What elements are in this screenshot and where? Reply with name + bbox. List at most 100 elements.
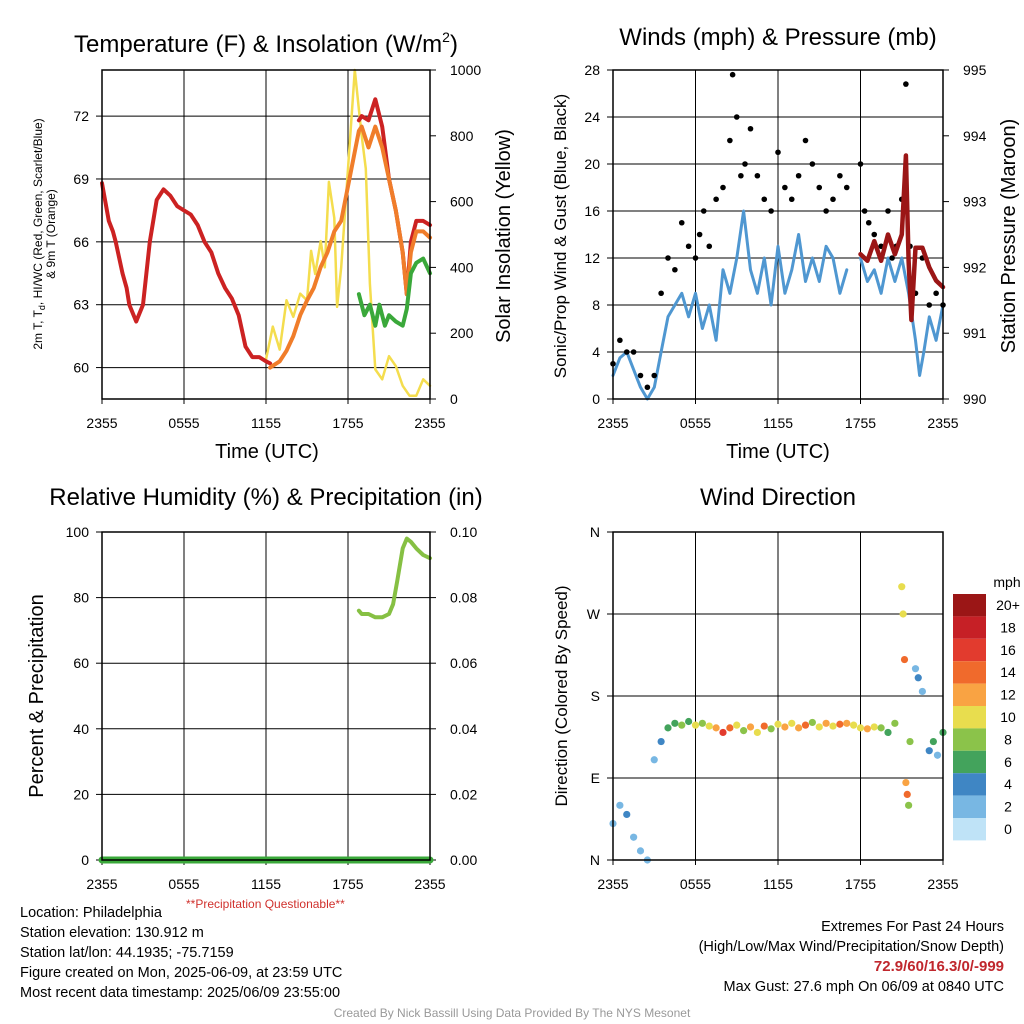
legend-swatch-2 [953, 638, 986, 662]
temperature-9m-line-0 [268, 124, 432, 370]
legend-swatch-1 [953, 616, 986, 639]
gust-points-point-31 [802, 137, 809, 144]
humidity-y-tick-label-1: 20 [73, 786, 89, 802]
humidity-y2-tick-label-4: 0.08 [450, 590, 477, 606]
direction-point-8 [664, 724, 672, 732]
gust-points-point-18 [727, 137, 733, 144]
temperature-x-tick-label-2: 1155 [251, 415, 281, 431]
winds-chart-title: Winds (mph) & Pressure (mb) [619, 24, 936, 51]
direction-point-11 [685, 717, 693, 726]
winds-y2-tick-label-1: 991 [963, 325, 987, 341]
direction-x-tick-label-4: 2355 [927, 876, 958, 892]
temperature-insolation-chart: Temperature (F) & Insolation (W/m2) 2355… [31, 29, 515, 463]
gust-points-point-21 [738, 172, 744, 179]
direction-point-28 [801, 721, 810, 729]
max-gust: Max Gust: 27.6 mph On 06/09 at 0840 UTC [723, 979, 1004, 995]
direction-point-19 [740, 727, 748, 735]
temperature-y2-tick-label-3: 600 [450, 194, 474, 210]
humidity-precipitation-chart: Relative Humidity (%) & Precipitation (i… [26, 484, 483, 892]
winds-y2-tick-label-0: 990 [963, 391, 987, 407]
direction-point-1 [616, 801, 624, 809]
gust-points-point-17 [720, 184, 726, 191]
winds-x-tick-label-4: 2355 [927, 415, 958, 431]
gust-points-point-44 [889, 255, 895, 261]
gust-points-point-34 [823, 208, 829, 214]
direction-point-53 [929, 737, 937, 746]
temperature-y-tick-label-4: 72 [73, 108, 89, 124]
wind-speed-line-0 [611, 209, 849, 401]
legend-label-10: 0 [1004, 821, 1012, 837]
direction-point-9 [671, 719, 679, 727]
legend-title: mph [993, 574, 1020, 590]
gust-points-point-4 [637, 372, 644, 379]
direction-point-10 [678, 721, 686, 729]
wind-speed-line-1 [859, 256, 945, 377]
direction-point-47 [905, 801, 913, 809]
extremes-info: Extremes For Past 24 Hours (High/Low/Max… [699, 917, 1004, 997]
legend-label-0: 20+ [996, 597, 1020, 613]
humidity-x-tick-label-2: 1155 [251, 876, 281, 892]
extremes-values: 72.9/60/16.3/0/-999 [873, 958, 1004, 975]
gust-points-point-39 [861, 208, 868, 214]
gust-points-point-8 [665, 255, 671, 261]
direction-point-35 [850, 721, 858, 729]
winds-y-tick-label-3: 12 [584, 250, 600, 266]
gust-points-point-3 [630, 349, 637, 355]
humidity-y2-tick-label-1: 0.02 [450, 786, 477, 802]
direction-point-18 [733, 721, 741, 729]
winds-pressure-chart: Winds (mph) & Pressure (mb) 2355 0555 1155… [551, 24, 1020, 463]
legend-label-6: 8 [1004, 731, 1012, 747]
gust-points-point-9 [672, 266, 678, 273]
gust-points-point-28 [782, 184, 788, 191]
direction-x-tick-label-3: 1755 [845, 876, 876, 892]
temperature-y-label-line2: & 9m T (Orange) [44, 189, 58, 279]
direction-point-20 [746, 723, 755, 731]
winds-y2-tick-label-5: 995 [963, 62, 987, 78]
winds-y2-tick-label-3: 993 [963, 194, 987, 210]
direction-point-54 [933, 751, 942, 759]
legend-label-9: 2 [1004, 799, 1012, 815]
direction-point-52 [925, 747, 933, 755]
gust-points-point-30 [795, 172, 802, 179]
temperature-y-tick-label-3: 69 [73, 171, 89, 187]
relative-humidity-line [356, 536, 432, 620]
gust-points-point-25 [761, 196, 768, 203]
credit-line: Created By Nick Bassill Using Data Provi… [333, 1006, 691, 1020]
gust-points-point-47 [903, 81, 909, 87]
direction-point-31 [822, 719, 830, 727]
direction-x-tick-label-1: 0555 [680, 876, 711, 892]
gust-points-point-13 [696, 231, 703, 238]
direction-point-27 [795, 724, 803, 732]
temperature-y2-tick-label-1: 200 [450, 325, 474, 341]
wind-direction-title: Wind Direction [700, 484, 856, 511]
gust-points-point-22 [742, 161, 748, 167]
gust-points-point-43 [885, 208, 891, 214]
legend-label-7: 6 [1004, 754, 1012, 770]
temperature-2m-line-0 [100, 181, 273, 366]
direction-point-30 [815, 723, 823, 731]
direction-point-29 [808, 718, 816, 727]
winds-x-tick-label-0: 2355 [597, 415, 628, 431]
direction-point-15 [712, 724, 720, 732]
legend-swatch-5 [953, 706, 986, 729]
gust-points-point-20 [733, 114, 740, 120]
direction-point-50 [914, 674, 922, 682]
temperature-x-tick-label-1: 0555 [168, 415, 199, 431]
legend-label-2: 16 [1000, 642, 1016, 658]
gust-points-point-38 [857, 161, 864, 167]
insolation-y2-label: Solar Insolation (Yellow) [493, 129, 515, 343]
direction-point-42 [898, 583, 906, 591]
direction-y-label: Direction (Colored By Speed) [552, 585, 571, 806]
legend-swatch-0 [953, 594, 986, 617]
gust-points-point-1 [617, 337, 623, 344]
direction-point-34 [843, 719, 851, 727]
direction-point-26 [788, 719, 796, 727]
gust-points-point-7 [658, 290, 664, 297]
station-elevation: Station elevation: 130.912 m [20, 925, 204, 941]
humidity-y-tick-label-4: 80 [73, 590, 89, 606]
direction-point-36 [856, 724, 865, 732]
extremes-heading: Extremes For Past 24 Hours [821, 919, 1004, 935]
gust-points-point-35 [830, 196, 836, 203]
pressure-y2-label: Station Pressure (Maroon) [998, 119, 1020, 354]
gust-points-point-26 [768, 208, 774, 214]
